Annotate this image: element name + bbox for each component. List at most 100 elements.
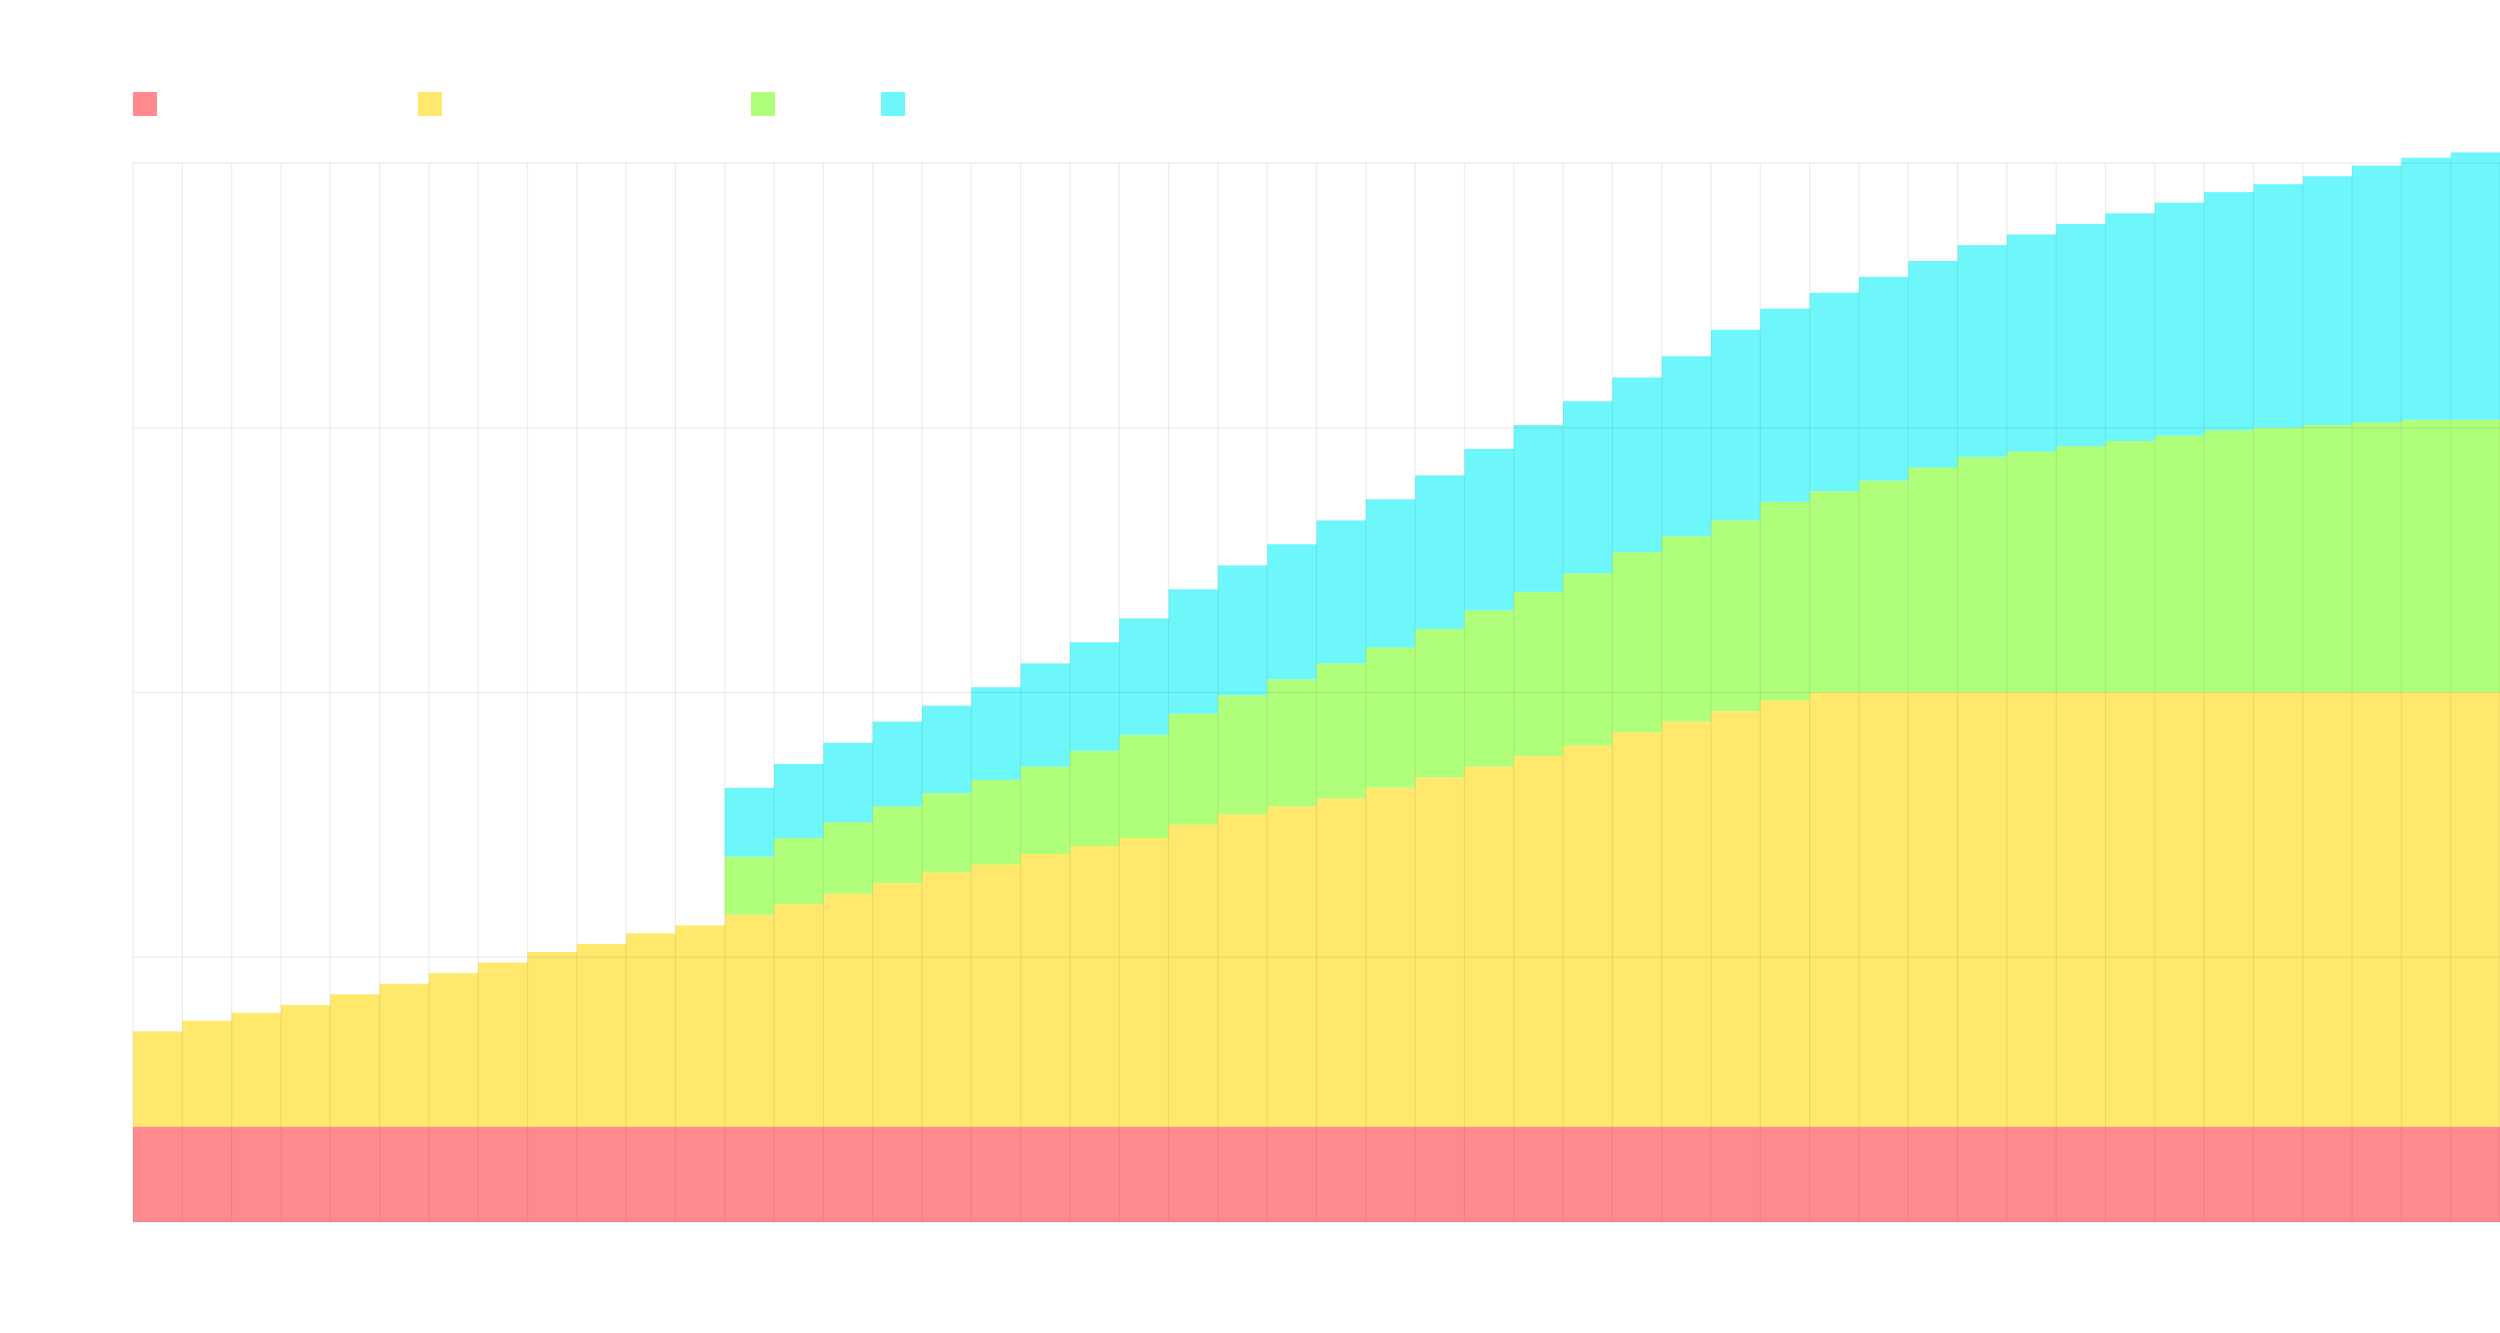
bar-series3-x33 [1711,520,1761,712]
bar-series4-x24 [1267,544,1318,680]
bars-layer [133,152,2500,1222]
bar-series2-x19 [1020,854,1071,1127]
bar-series4-x48 [2450,152,2500,420]
bar-series3-x15 [823,822,874,894]
bar-series2-x22 [1168,824,1219,1127]
bar-series3-x48 [2450,419,2500,693]
bar-series1-x14 [774,1126,824,1222]
bar-series1-x20 [1069,1126,1120,1222]
bar-series2-x32 [1661,721,1712,1127]
bar-series4-x20 [1069,642,1120,751]
bar-series1-x46 [2352,1126,2402,1222]
bar-series4-x36 [1858,276,1909,481]
bar-series4-x25 [1316,520,1367,664]
bar-series3-x19 [1020,766,1071,854]
bar-series1-x8 [478,1126,529,1222]
bar-series2-x39 [2006,692,2057,1127]
bar-series1-x12 [675,1126,726,1222]
bar-series3-x21 [1119,734,1170,839]
bar-series1-x39 [2006,1126,2057,1222]
bar-series3-x29 [1513,591,1564,757]
bar-series1-x29 [1513,1126,1564,1222]
bar-series1-x18 [971,1126,1022,1222]
bar-series2-x25 [1316,798,1367,1127]
bar-series3-x38 [1957,456,2008,693]
bar-series4-x34 [1760,308,1811,502]
bar-series2-x8 [478,962,529,1127]
legend-swatch-4 [881,92,905,116]
bar-series1-x13 [724,1126,775,1222]
bar-series2-x4 [280,1004,331,1127]
bar-series4-x26 [1365,499,1416,648]
bar-series3-x31 [1612,552,1663,733]
bar-series3-x17 [922,793,972,873]
bar-series2-x9 [527,951,578,1127]
bar-series2-x6 [379,983,430,1127]
bar-series1-x31 [1612,1126,1663,1222]
bar-series2-x15 [823,893,874,1127]
bar-series1-x35 [1809,1126,1860,1222]
bar-series4-x15 [823,742,874,823]
bar-series1-x33 [1711,1126,1761,1222]
bar-series1-x17 [922,1126,972,1222]
bar-series1-x47 [2401,1126,2452,1222]
bar-series3-x32 [1661,536,1712,722]
bar-series2-x47 [2401,692,2452,1127]
bar-series2-x45 [2302,692,2353,1127]
bar-series3-x30 [1563,573,1613,746]
bar-series2-x44 [2253,692,2304,1127]
bar-series1-x48 [2450,1126,2500,1222]
bar-series3-x45 [2302,425,2353,693]
bar-series2-x23 [1217,814,1268,1127]
bar-series3-x14 [774,838,824,905]
bar-series2-x13 [724,914,775,1127]
bar-series2-x24 [1267,806,1318,1127]
bar-series1-x3 [231,1126,282,1222]
bar-series1-x37 [1908,1126,1959,1222]
bar-series2-x16 [872,883,923,1127]
bar-series1-x19 [1020,1126,1071,1222]
bar-series4-x21 [1119,618,1170,735]
bar-series4-x42 [2154,202,2205,436]
bar-series4-x30 [1563,401,1613,574]
bar-series1-x2 [182,1126,233,1222]
bar-series4-x43 [2204,192,2255,431]
bar-series3-x26 [1365,647,1416,788]
bar-series2-x21 [1119,838,1170,1127]
bar-series3-x35 [1809,491,1860,693]
bar-series4-x47 [2401,157,2452,420]
bar-series2-x28 [1464,766,1515,1127]
bar-series1-x40 [2056,1126,2107,1222]
bar-series3-x16 [872,806,923,884]
bar-series1-x44 [2253,1126,2304,1222]
bar-series4-x19 [1020,663,1071,767]
bar-series3-x37 [1908,467,1959,693]
bar-series3-x27 [1415,628,1466,778]
bar-series2-x29 [1513,756,1564,1127]
bar-series1-x27 [1415,1126,1466,1222]
bar-series2-x38 [1957,692,2008,1127]
bar-series1-x10 [576,1126,627,1222]
bar-series3-x43 [2204,430,2255,693]
bar-series1-x24 [1267,1126,1318,1222]
bar-series3-x36 [1858,480,1909,693]
bar-series4-x27 [1415,475,1466,629]
bar-series3-x18 [971,779,1022,865]
bar-series2-x35 [1809,692,1860,1127]
bar-series1-x23 [1217,1126,1268,1222]
bar-series4-x28 [1464,448,1515,611]
bar-series4-x31 [1612,377,1663,553]
bar-series1-x30 [1563,1126,1613,1222]
bar-series3-x40 [2056,446,2107,693]
bar-series1-x4 [280,1126,331,1222]
bar-series3-x28 [1464,610,1515,767]
bar-series2-x17 [922,872,972,1127]
bar-series4-x17 [922,705,972,794]
bar-series1-x45 [2302,1126,2353,1222]
bar-series2-x18 [971,864,1022,1127]
bar-series1-x41 [2105,1126,2156,1222]
bar-series2-x7 [428,973,479,1127]
bar-series2-x41 [2105,692,2156,1127]
legend [133,92,905,116]
